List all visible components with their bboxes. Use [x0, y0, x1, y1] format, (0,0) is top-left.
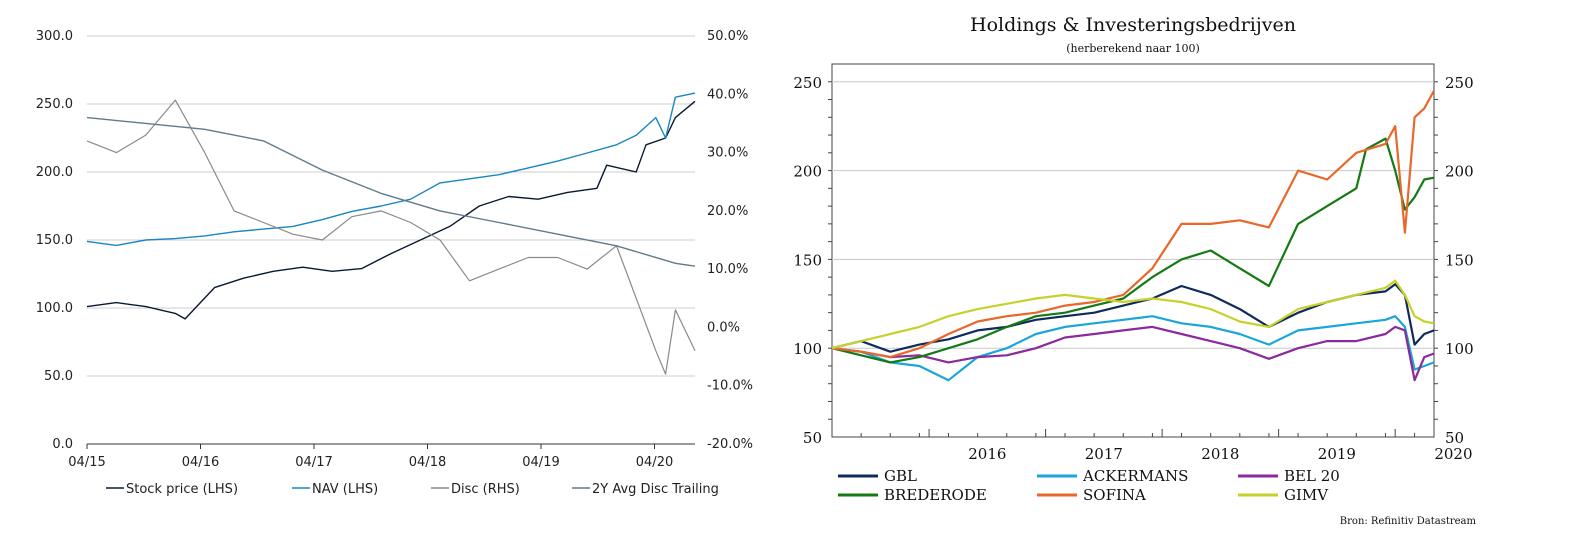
- x-tick-label: 2019: [1318, 445, 1356, 463]
- x-tick-label: 04/19: [522, 455, 559, 470]
- y-left-tick-label: 50: [803, 429, 822, 447]
- series-line-5: [831, 279, 1435, 350]
- y-right-tick-label: -10.0%: [707, 379, 753, 394]
- y-right-tick-label: 200: [1445, 163, 1474, 181]
- y-left-tick-label: 0.0: [52, 437, 73, 452]
- x-tick-label: 2016: [968, 445, 1006, 463]
- legend-label: SOFINA: [1083, 486, 1146, 504]
- y-left-tick-label: 100.0: [36, 301, 73, 316]
- x-tick-label: 04/17: [295, 455, 332, 470]
- y-left-tick-label: 50.0: [44, 369, 73, 384]
- series-line-3: [831, 137, 1435, 364]
- x-tick-label: 04/16: [182, 455, 219, 470]
- plot-frame: [831, 63, 1435, 438]
- y-right-tick-label: 150: [1445, 251, 1474, 269]
- series-line-1: [86, 92, 696, 247]
- legend-label: GBL: [884, 467, 917, 485]
- y-left-tick-label: 200.0: [36, 165, 73, 180]
- series-line-3: [86, 116, 696, 267]
- left-chart: 0.0 50.0 100.0 150.0 200.0 250.0 300.0 -20.0% -1…: [36, 29, 753, 497]
- y-right-tick-label: 100: [1445, 340, 1474, 358]
- right-chart: Holdings & Investeringsbedrijven (herbere…: [793, 14, 1476, 527]
- y-right-tick-label: -20.0%: [707, 437, 753, 452]
- x-tick-label: 2018: [1201, 445, 1239, 463]
- y-left-tick-label: 300.0: [36, 29, 73, 44]
- source-note: Bron: Refinitiv Datastream: [1340, 516, 1477, 527]
- chart-subtitle: (herberekend naar 100): [1066, 42, 1200, 55]
- y-right-tick-label: 20.0%: [707, 204, 748, 219]
- legend-label: Disc (RHS): [451, 482, 520, 497]
- x-tick-label: 04/15: [68, 455, 105, 470]
- x-tick-label: 2020: [1434, 445, 1472, 463]
- chart-title: Holdings & Investeringsbedrijven: [970, 14, 1296, 36]
- series-line-1: [831, 315, 1435, 382]
- series-line-0: [831, 283, 1435, 353]
- legend-label: BEL 20: [1284, 467, 1340, 485]
- x-tick-label: 04/18: [409, 455, 446, 470]
- y-right-tick-label: 0.0%: [707, 320, 740, 335]
- legend-label: NAV (LHS): [312, 482, 378, 497]
- y-right-tick-label: 50.0%: [707, 29, 748, 44]
- y-right-tick-label: 50: [1445, 429, 1464, 447]
- series-line-2: [86, 99, 696, 375]
- legend-label: ACKERMANS: [1082, 467, 1188, 485]
- legend-label: 2Y Avg Disc Trailing: [592, 482, 719, 497]
- series-line-4: [831, 90, 1435, 359]
- y-right-tick-label: 40.0%: [707, 87, 748, 102]
- legend-label: Stock price (LHS): [126, 482, 238, 497]
- x-tick-label: 2017: [1085, 445, 1123, 463]
- x-tick-label: 04/20: [636, 455, 673, 470]
- legend-label: BREDERODE: [884, 486, 987, 504]
- y-left-tick-label: 250.0: [36, 97, 73, 112]
- y-left-tick-label: 150: [793, 251, 822, 269]
- series-line-0: [86, 100, 696, 320]
- legend-label: GIMV: [1284, 486, 1329, 504]
- y-left-tick-label: 150.0: [36, 233, 73, 248]
- y-left-tick-label: 100: [793, 340, 822, 358]
- series-line-2: [831, 325, 1435, 382]
- y-left-tick-label: 200: [793, 163, 822, 181]
- y-left-tick-label: 250: [793, 74, 822, 92]
- y-right-tick-label: 10.0%: [707, 262, 748, 277]
- y-right-tick-label: 30.0%: [707, 146, 748, 161]
- y-right-tick-label: 250: [1445, 74, 1474, 92]
